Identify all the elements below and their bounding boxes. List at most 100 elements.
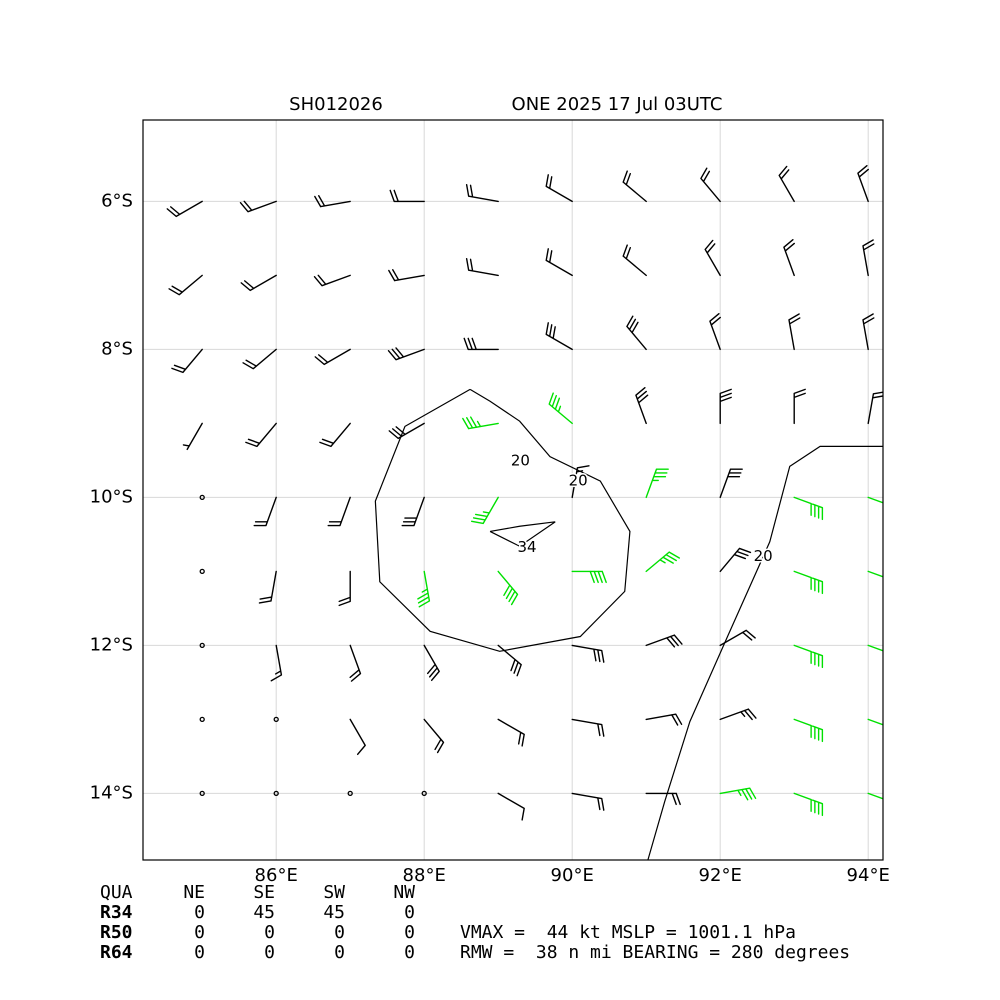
barb-line	[470, 496, 499, 525]
barb-line	[719, 787, 757, 801]
wind-barb	[347, 790, 353, 797]
table-cell: 0	[404, 902, 415, 923]
contour-label: 34	[518, 538, 537, 556]
barb-line	[793, 792, 824, 817]
barb-line	[240, 274, 277, 292]
barb-line	[862, 313, 875, 351]
barb-line	[700, 167, 721, 203]
wind-barb	[645, 634, 683, 648]
axes-frame	[142, 119, 884, 861]
barb-line	[463, 337, 499, 351]
wind-barb	[168, 274, 203, 296]
y-tick-label: 12°S	[90, 634, 133, 655]
wind-barb	[793, 388, 806, 425]
table-cell: 0	[194, 922, 205, 943]
wind-barb	[319, 422, 351, 448]
table-row-label: R64	[100, 942, 133, 963]
barb-line	[793, 644, 824, 669]
contour-line	[647, 445, 883, 860]
wind-barb	[778, 165, 795, 203]
wind-barb	[867, 792, 883, 800]
table-cell: 0	[334, 942, 345, 963]
table-cell: 45	[253, 902, 275, 923]
contour-label: 20	[754, 547, 773, 565]
barb-line	[465, 257, 499, 277]
x-tick-label: 88°E	[403, 865, 446, 886]
barb-line	[497, 570, 519, 606]
barb-line	[166, 200, 203, 218]
wind-barb	[463, 337, 499, 351]
wind-barb	[182, 422, 203, 451]
barb-line	[645, 551, 681, 573]
barb-line	[857, 164, 869, 203]
calm-marker	[347, 790, 353, 797]
barb-line	[349, 644, 362, 682]
wind-barb	[571, 465, 590, 499]
wind-barb	[862, 239, 875, 277]
wind-barb	[388, 269, 425, 282]
wind-barb	[548, 392, 573, 425]
calm-marker	[199, 568, 205, 575]
table-cell: 0	[334, 922, 345, 943]
barb-line	[626, 315, 647, 351]
barb-line	[401, 496, 425, 527]
wind-barb	[240, 274, 277, 292]
table-header: NW	[393, 882, 415, 903]
map-area: 20 20 34 20	[166, 164, 883, 860]
table-header: SW	[323, 882, 345, 903]
wind-barb	[171, 348, 203, 374]
wind-barb	[793, 570, 824, 595]
barb-line	[793, 570, 824, 595]
wind-barb	[497, 644, 522, 677]
barb-line	[245, 422, 277, 448]
wind-barb	[793, 496, 824, 521]
wind-barb	[867, 496, 883, 504]
wind-barb	[545, 322, 573, 351]
wind-barb	[571, 718, 605, 737]
barb-line	[571, 465, 590, 499]
y-tick-label: 10°S	[90, 486, 133, 507]
wind-barb	[719, 787, 757, 801]
wind-barb	[421, 790, 427, 797]
table-header: NE	[183, 882, 205, 903]
barb-line	[719, 629, 756, 647]
table-header: SE	[253, 882, 275, 903]
wind-barb	[253, 496, 277, 527]
table-row-label: R50	[100, 922, 133, 943]
barb-line	[867, 792, 883, 800]
barb-line	[423, 644, 440, 682]
barb-line	[417, 570, 431, 608]
wind-barb	[545, 174, 573, 203]
wind-barb	[700, 167, 721, 203]
barb-line	[182, 422, 203, 451]
wind-barb	[704, 239, 721, 277]
wind-barb	[788, 313, 801, 351]
barb-line	[423, 718, 445, 754]
wind-barb	[622, 244, 647, 277]
barb-line	[793, 496, 824, 521]
wind-barb	[571, 570, 607, 584]
barb-line	[719, 468, 743, 499]
wind-barb	[867, 644, 883, 652]
wind-barb	[387, 347, 425, 361]
barb-line	[319, 422, 351, 448]
wind-barb	[270, 644, 283, 682]
barb-line	[387, 347, 425, 361]
barb-line	[239, 200, 277, 213]
storm-info: VMAX = 44 kt MSLP = 1001.1 hPa	[460, 922, 796, 943]
table-cell: 0	[404, 942, 415, 963]
barb-line	[462, 416, 499, 430]
calm-marker	[199, 642, 205, 649]
table-cell: 0	[194, 942, 205, 963]
calm-marker	[199, 494, 205, 501]
barb-line	[709, 312, 721, 351]
x-tick-label: 86°E	[255, 865, 298, 886]
title-left: SH012026	[289, 94, 383, 115]
wind-barb	[867, 391, 883, 425]
calm-marker	[421, 790, 427, 797]
calm-marker	[199, 716, 205, 723]
wind-barb	[199, 642, 205, 649]
y-tick-label: 8°S	[101, 338, 133, 359]
